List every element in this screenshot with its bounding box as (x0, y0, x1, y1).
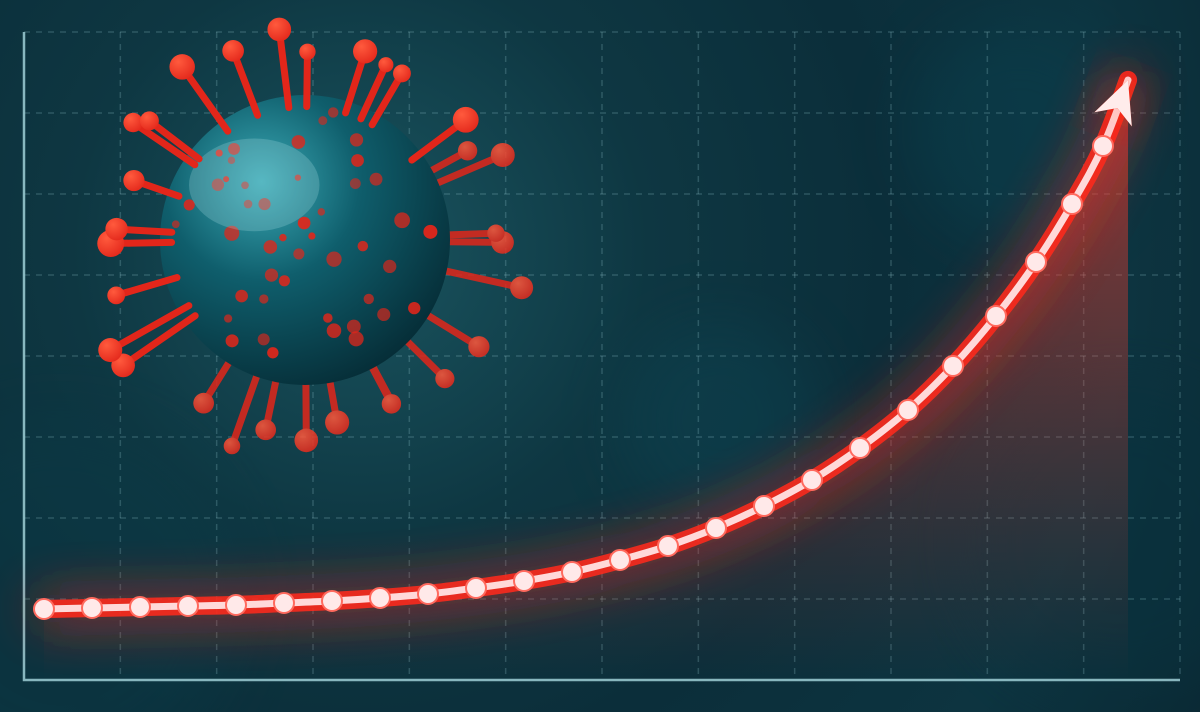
virus-illustration (0, 0, 1200, 712)
virus-icon (97, 18, 533, 455)
chart-stage (0, 0, 1200, 712)
